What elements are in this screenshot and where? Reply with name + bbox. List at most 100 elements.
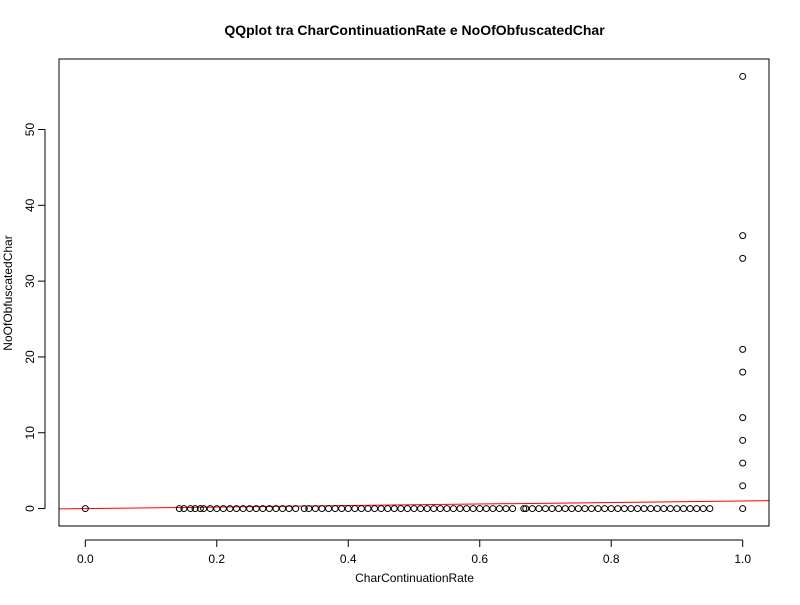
data-point (601, 505, 609, 513)
data-point (285, 505, 293, 513)
data-point (739, 232, 747, 240)
data-point (680, 505, 688, 513)
data-point (574, 505, 582, 513)
data-point (528, 505, 536, 513)
data-point (213, 505, 221, 513)
y-tick-label: 40 (23, 198, 37, 212)
data-point (614, 505, 622, 513)
data-point (699, 505, 707, 513)
data-point (739, 368, 747, 376)
data-point (693, 505, 701, 513)
data-point (403, 505, 411, 513)
data-point (305, 505, 313, 513)
data-point (443, 505, 451, 513)
data-point (634, 505, 642, 513)
data-point (279, 505, 287, 513)
x-tick-label: 0.4 (340, 552, 357, 566)
chart-title: QQplot tra CharContinuationRate e NoOfOb… (224, 22, 605, 38)
x-tick-label: 0.2 (208, 552, 225, 566)
data-point (509, 505, 517, 513)
data-point (265, 505, 273, 513)
data-point (377, 505, 385, 513)
data-point (196, 505, 204, 513)
axes-group: 0.0 0.2 0.4 0.6 0.8 1.0 0 10 20 30 40 50 (23, 123, 751, 566)
data-point (520, 505, 528, 513)
data-point (449, 505, 457, 513)
data-point (357, 505, 365, 513)
data-point (364, 505, 372, 513)
data-point (239, 505, 247, 513)
data-point (588, 505, 595, 513)
data-point (351, 505, 359, 513)
data-point (311, 505, 319, 513)
x-tick-label: 0.0 (77, 552, 94, 566)
data-point (200, 505, 208, 513)
data-point (739, 459, 747, 467)
data-point (647, 505, 655, 513)
data-point (568, 505, 576, 513)
data-point (226, 505, 234, 513)
data-point (476, 505, 484, 513)
data-point (338, 505, 346, 513)
data-point (384, 505, 392, 513)
data-point (686, 505, 694, 513)
data-point (581, 505, 589, 513)
x-tick-label: 0.6 (471, 552, 488, 566)
data-point (430, 505, 438, 513)
data-point (607, 505, 615, 513)
x-axis-label: CharContinuationRate (355, 571, 474, 585)
data-point (739, 482, 747, 490)
data-point (292, 505, 300, 513)
data-point (331, 505, 339, 513)
data-point (81, 505, 89, 513)
data-point (653, 505, 661, 513)
data-point (739, 254, 747, 262)
data-point (325, 505, 333, 513)
data-point (666, 505, 674, 513)
data-point (390, 505, 398, 513)
data-point (397, 505, 405, 513)
reference-line-group (59, 500, 769, 510)
data-point (318, 505, 326, 513)
data-point (436, 505, 444, 513)
data-point (541, 505, 549, 513)
data-point (739, 505, 747, 513)
data-point (594, 505, 602, 513)
data-point (463, 505, 471, 513)
data-point (456, 505, 464, 513)
data-point (561, 505, 569, 513)
data-point (219, 505, 227, 513)
data-point (410, 505, 418, 513)
x-tick-label: 1.0 (734, 552, 751, 566)
data-points-group (81, 72, 747, 513)
data-point (233, 505, 240, 513)
data-point (706, 505, 714, 513)
data-point (246, 505, 254, 513)
data-point (191, 505, 199, 513)
y-tick-label: 0 (23, 505, 37, 512)
data-point (180, 505, 188, 513)
data-point (620, 505, 628, 513)
data-point (300, 505, 308, 513)
data-point (417, 505, 425, 513)
data-point (739, 436, 747, 444)
data-point (739, 345, 747, 353)
data-point (495, 505, 503, 513)
data-point (739, 72, 747, 80)
data-point (186, 505, 194, 513)
reference-line (59, 500, 769, 510)
data-point (259, 505, 267, 513)
data-point (423, 505, 431, 513)
data-point (548, 505, 556, 513)
x-tick-label: 0.8 (603, 552, 620, 566)
data-point (482, 505, 490, 513)
data-point (627, 505, 635, 513)
data-point (371, 505, 379, 513)
data-point (175, 505, 183, 513)
data-point (502, 505, 510, 513)
y-tick-label: 20 (23, 350, 37, 364)
y-axis-label: NoOfObfuscatedChar (1, 235, 15, 350)
data-point (673, 505, 681, 513)
